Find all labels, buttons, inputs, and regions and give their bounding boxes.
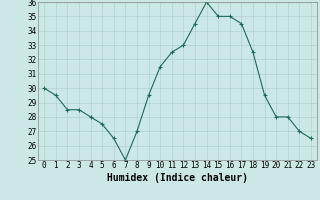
X-axis label: Humidex (Indice chaleur): Humidex (Indice chaleur) <box>107 173 248 183</box>
